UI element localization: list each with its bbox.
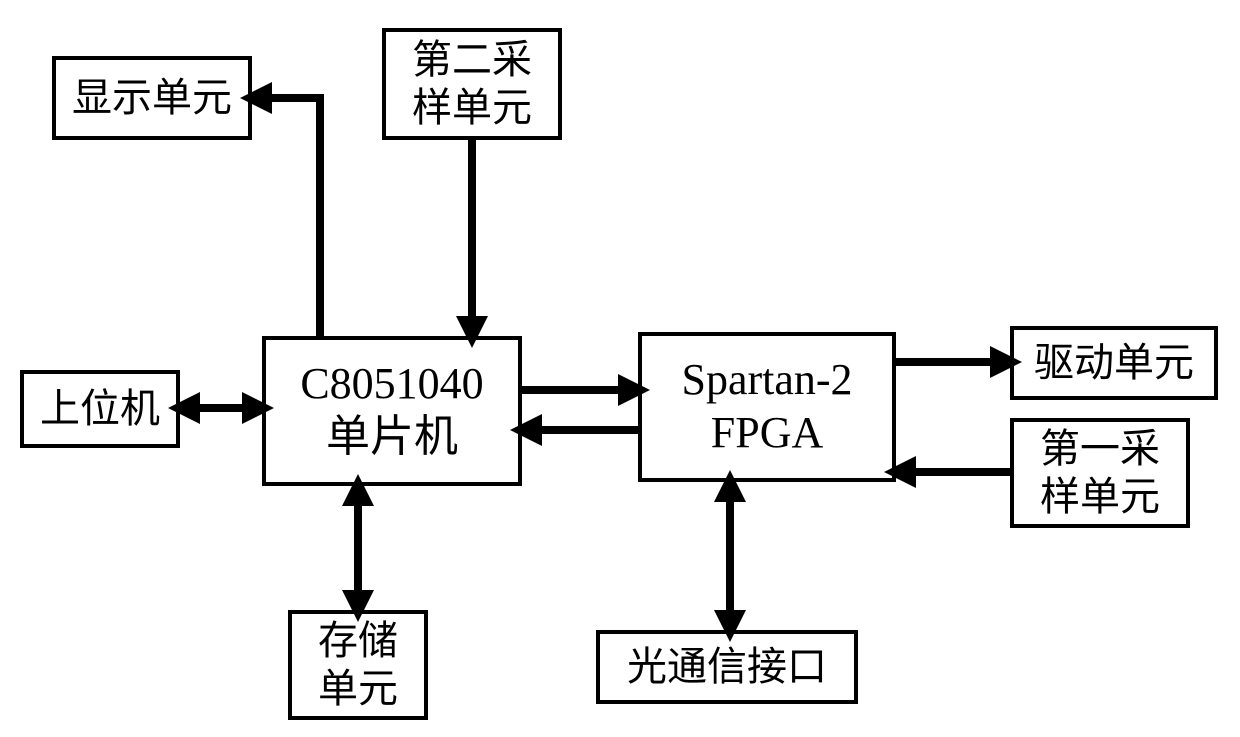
node-label: 上位机 xyxy=(40,385,160,433)
node-label-line1: 第一采 xyxy=(1040,425,1160,473)
node-label-line2: 样单元 xyxy=(1040,473,1160,521)
node-drive-unit: 驱动单元 xyxy=(1010,326,1218,400)
node-label: 驱动单元 xyxy=(1034,339,1194,387)
node-display-unit: 显示单元 xyxy=(52,56,252,140)
node-label: 显示单元 xyxy=(72,74,232,122)
node-storage-unit: 存储 单元 xyxy=(288,610,428,720)
node-label-line1: Spartan-2 xyxy=(681,354,852,407)
node-label-line2: FPGA xyxy=(711,407,824,460)
node-label-line2: 单元 xyxy=(318,665,398,713)
node-label-line1: C8051040 xyxy=(300,358,483,411)
node-label-line1: 第二采 xyxy=(412,36,532,84)
node-host-pc: 上位机 xyxy=(20,370,180,448)
node-label-line2: 单片机 xyxy=(326,411,458,464)
node-optical-interface: 光通信接口 xyxy=(596,630,858,704)
node-fpga: Spartan-2 FPGA xyxy=(638,332,896,482)
node-label: 光通信接口 xyxy=(627,643,827,691)
node-label-line1: 存储 xyxy=(318,617,398,665)
node-mcu: C8051040 单片机 xyxy=(262,336,522,486)
node-second-sample: 第二采 样单元 xyxy=(382,28,562,140)
node-label-line2: 样单元 xyxy=(412,84,532,132)
node-first-sample: 第一采 样单元 xyxy=(1010,418,1190,528)
